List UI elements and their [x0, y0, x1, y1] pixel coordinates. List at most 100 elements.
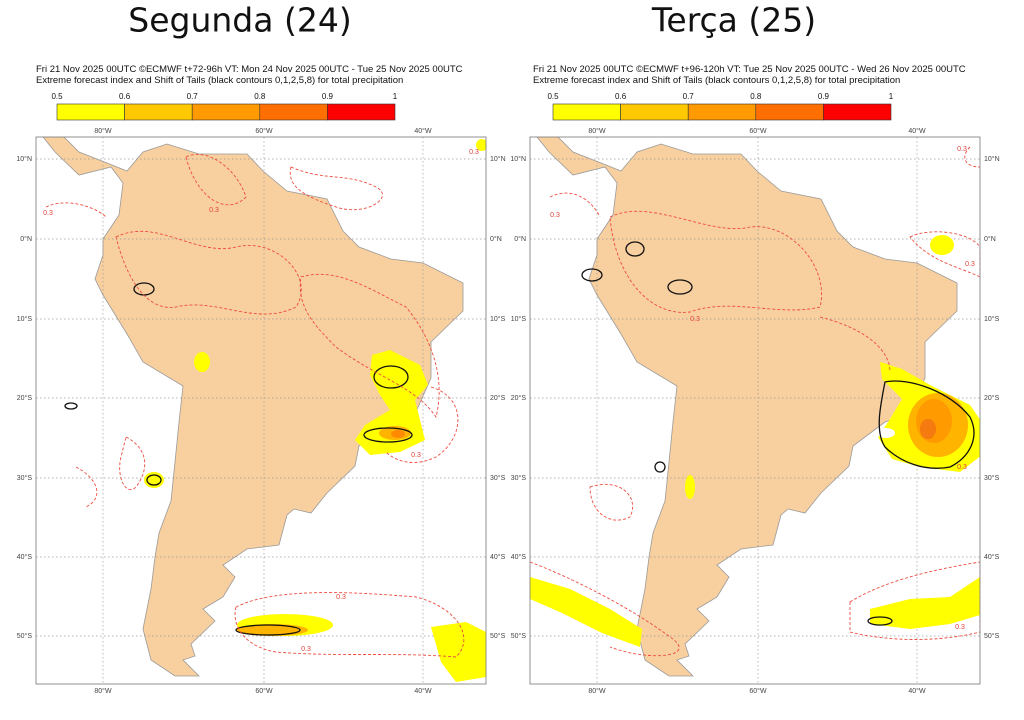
colorbar-label: 0.8: [750, 92, 762, 101]
colorbar-label: 0.7: [683, 92, 695, 101]
lat-label: 10°N: [984, 155, 1000, 163]
map-content: [530, 137, 980, 684]
efi-shading: [530, 235, 980, 647]
efi-area: [930, 235, 954, 255]
map-panel: 80°W 80°W 60°W 60°W 40°W 40°W 10°N 10°N 0°N 0°N 10…: [510, 127, 999, 695]
lat-label: 30°S: [17, 474, 33, 482]
sot-contour: [64, 402, 78, 410]
efi-area: [194, 352, 210, 372]
lon-label: 40°W: [908, 127, 926, 135]
dashed-contour: [964, 146, 980, 168]
panel-header-line: Extreme forecast index and Shift of Tail…: [36, 75, 403, 86]
lat-label: 40°S: [984, 553, 1000, 561]
panel-header-line: Fri 21 Nov 2025 00UTC ©ECMWF t+72-96h VT…: [36, 64, 463, 75]
efi-03-contours: [530, 146, 980, 657]
colorbar-swatch: [755, 103, 824, 121]
sot-contour: [667, 279, 693, 295]
dashed-contour: [385, 386, 459, 463]
panel-title: Segunda (24): [128, 1, 351, 40]
sot-contour: [363, 427, 413, 443]
colorbar-label: 0.5: [547, 92, 559, 101]
contour-label: 0.3: [955, 624, 965, 631]
efi-area: [920, 419, 936, 439]
lat-label: 0°N: [20, 235, 32, 243]
lon-label: 80°W: [94, 127, 112, 135]
lon-label: 40°W: [414, 687, 432, 695]
panel-header-line: Extreme forecast index and Shift of Tail…: [533, 75, 900, 86]
map-panel: 80°W 80°W 60°W 60°W 40°W 40°W 10°N 10°N 0°N 0°N 10…: [16, 127, 505, 695]
dashed-contour: [549, 192, 601, 218]
sot-contours: [581, 241, 975, 626]
colorbar-label: 0.8: [254, 92, 266, 101]
contour-label: 0.3: [336, 594, 346, 601]
colorbar-label: 0.7: [187, 92, 199, 101]
efi-area: [476, 139, 486, 151]
sot-contour: [146, 474, 162, 486]
lon-label: 80°W: [94, 687, 112, 695]
contour-label: 0.3: [965, 261, 975, 268]
lat-label: 40°S: [511, 553, 527, 561]
sot-contour: [235, 624, 301, 636]
dashed-contour: [289, 166, 383, 211]
colorbar-swatch: [687, 103, 757, 121]
lat-label: 30°S: [984, 474, 1000, 482]
efi-03-contours: [45, 153, 465, 658]
sot-contour: [625, 241, 645, 257]
panel-title: Terça (25): [651, 1, 816, 40]
lat-label: 50°S: [490, 632, 506, 640]
lat-label: 10°S: [17, 315, 33, 323]
colorbar-swatch: [823, 103, 892, 121]
sot-contour: [878, 380, 975, 469]
dashed-contour: [119, 436, 146, 490]
contour-label: 0.3: [690, 316, 700, 323]
efi-area: [355, 350, 428, 455]
lat-label: 30°S: [511, 474, 527, 482]
colorbar-swatch: [259, 103, 328, 121]
dashed-contour: [185, 153, 247, 206]
dashed-contour: [589, 483, 634, 521]
lat-label: 20°S: [511, 394, 527, 402]
map-frame: [35, 136, 487, 685]
sot-contour: [654, 461, 666, 473]
efi-area: [916, 399, 952, 443]
colorbar-swatch: [327, 103, 396, 121]
graticule: [36, 137, 486, 684]
colorbar-swatch: [124, 103, 193, 121]
sot-contours: [64, 282, 413, 636]
sot-contour: [373, 365, 409, 389]
lon-label: 40°W: [908, 687, 926, 695]
dashed-contour: [234, 592, 465, 658]
dashed-contour: [45, 202, 107, 218]
efi-area: [391, 430, 405, 438]
lat-label: 30°S: [490, 474, 506, 482]
contour-label: 0.3: [301, 646, 311, 653]
dashed-contour: [75, 466, 98, 508]
contour-label: 0.3: [550, 212, 560, 219]
lat-label: 10°N: [490, 155, 506, 163]
contour-label: 0.3: [469, 149, 479, 156]
contour-label: 0.3: [43, 210, 53, 217]
lat-label: 10°S: [511, 315, 527, 323]
lon-label: 40°W: [414, 127, 432, 135]
sot-contour: [867, 616, 893, 626]
colorbar-swatch: [552, 103, 621, 121]
colorbar-label: 1: [393, 92, 398, 101]
lat-label: 20°S: [17, 394, 33, 402]
lat-label: 40°S: [17, 553, 33, 561]
colorbar-label: 0.5: [51, 92, 63, 101]
dashed-contour: [299, 273, 440, 419]
lon-label: 80°W: [588, 127, 606, 135]
dashed-contour: [609, 210, 822, 313]
colorbar-swatch: [56, 103, 125, 121]
colorbar-label: 1: [889, 92, 894, 101]
lat-label: 50°S: [984, 632, 1000, 640]
lat-label: 10°S: [984, 315, 1000, 323]
panel-header-line: Fri 21 Nov 2025 00UTC ©ECMWF t+96-120h V…: [533, 64, 966, 75]
colorbar-swatch: [191, 103, 261, 121]
lat-label: 20°S: [984, 394, 1000, 402]
contour-label: 0.3: [411, 452, 421, 459]
lat-label: 50°S: [511, 632, 527, 640]
colorbar-label: 0.9: [818, 92, 830, 101]
lat-label: 40°S: [490, 553, 506, 561]
